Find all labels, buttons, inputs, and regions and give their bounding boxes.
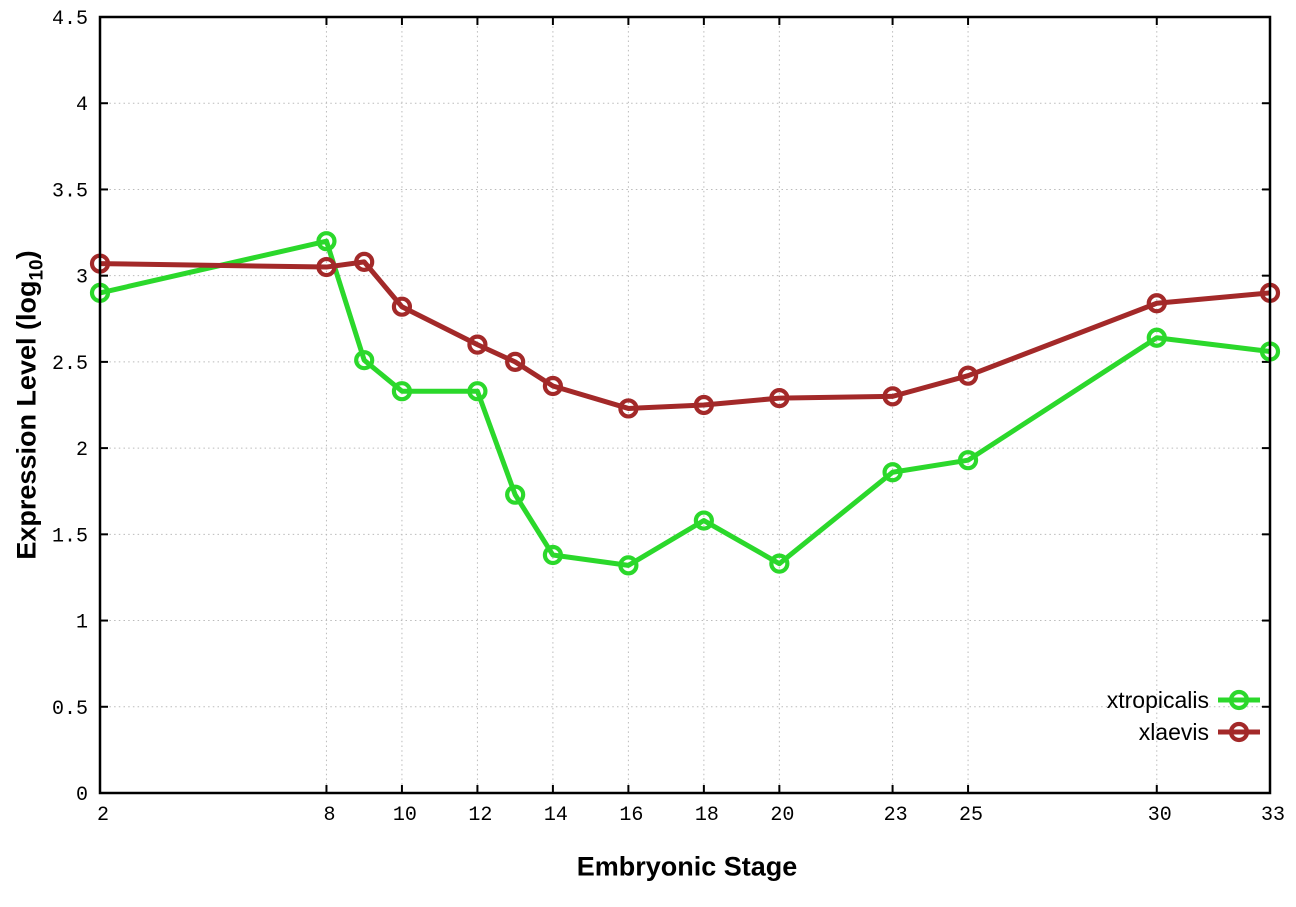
x-tick-label: 33	[1261, 804, 1285, 827]
legend-label: xlaevis	[1138, 718, 1209, 745]
y-axis-title: Expression Level (log10)	[12, 250, 49, 559]
x-tick-label: 20	[770, 804, 794, 827]
data-point-xtropicalis	[316, 231, 337, 252]
data-point-xtropicalis	[957, 450, 979, 471]
legend-label: xtropicalis	[1106, 686, 1209, 713]
legend-marker-xtropicalis	[1218, 689, 1260, 711]
plot-border	[98, 15, 1272, 795]
y-tick-label: 0	[76, 784, 88, 807]
legend-marker-xlaevis	[1218, 721, 1260, 743]
y-axis-title-main: Expression Level (log	[11, 280, 42, 560]
x-tick-label: 16	[619, 804, 643, 827]
data-point-xlaevis	[467, 334, 488, 355]
data-point-xtropicalis	[769, 553, 790, 574]
data-point-xlaevis	[1146, 293, 1167, 314]
legend-item-xlaevis: xlaevis	[1107, 716, 1260, 748]
y-tick-label: 1	[76, 612, 88, 635]
x-tick-label: 10	[393, 804, 417, 827]
x-axis-title: Embryonic Stage	[576, 851, 798, 882]
data-point-xtropicalis	[354, 350, 375, 371]
x-tick-label: 12	[468, 804, 492, 827]
y-tick-label: 3.5	[52, 180, 88, 203]
data-point-xtropicalis	[618, 555, 639, 576]
y-tick-label: 2	[76, 439, 88, 462]
x-tick-label: 23	[884, 804, 908, 827]
data-point-xlaevis	[882, 386, 903, 407]
series-line-xtropicalis	[99, 238, 1271, 568]
legend: xtropicalis xlaevis	[1107, 684, 1260, 748]
data-point-xlaevis	[542, 375, 564, 397]
data-point-xlaevis	[505, 351, 526, 372]
y-tick-label: 1.5	[52, 525, 88, 548]
data-point-xtropicalis	[1146, 327, 1167, 348]
y-tick-label: 0.5	[52, 698, 88, 721]
x-tick-label: 14	[544, 804, 568, 827]
data-point-xtropicalis	[882, 462, 903, 483]
data-point-xlaevis	[391, 296, 413, 317]
y-axis-title-subscript: 10	[26, 259, 48, 281]
data-point-xtropicalis	[693, 510, 714, 531]
x-tick-label: 8	[323, 804, 335, 827]
x-tick-label: 18	[695, 804, 719, 827]
y-tick-label: 4.5	[52, 8, 88, 31]
x-tick-label: 2	[97, 804, 109, 827]
data-point-xtropicalis	[542, 544, 564, 566]
data-point-xlaevis	[618, 398, 639, 419]
data-point-xtropicalis	[505, 484, 526, 505]
y-tick-label: 4	[76, 94, 88, 117]
x-tick-label: 30	[1148, 804, 1172, 827]
y-tick-label: 3	[76, 267, 88, 290]
data-point-xtropicalis	[467, 381, 488, 402]
y-tick-label: 2.5	[52, 353, 88, 376]
data-point-xlaevis	[354, 251, 375, 272]
data-point-xlaevis	[693, 394, 714, 416]
data-point-xlaevis	[957, 365, 979, 386]
x-tick-label: 25	[959, 804, 983, 827]
data-point-xlaevis	[769, 388, 790, 409]
data-point-xtropicalis	[391, 381, 413, 402]
series-line-xlaevis	[99, 259, 1271, 411]
legend-item-xtropicalis: xtropicalis	[1107, 684, 1260, 716]
data-point-xlaevis	[316, 256, 337, 278]
y-axis-title-end: )	[11, 250, 42, 260]
